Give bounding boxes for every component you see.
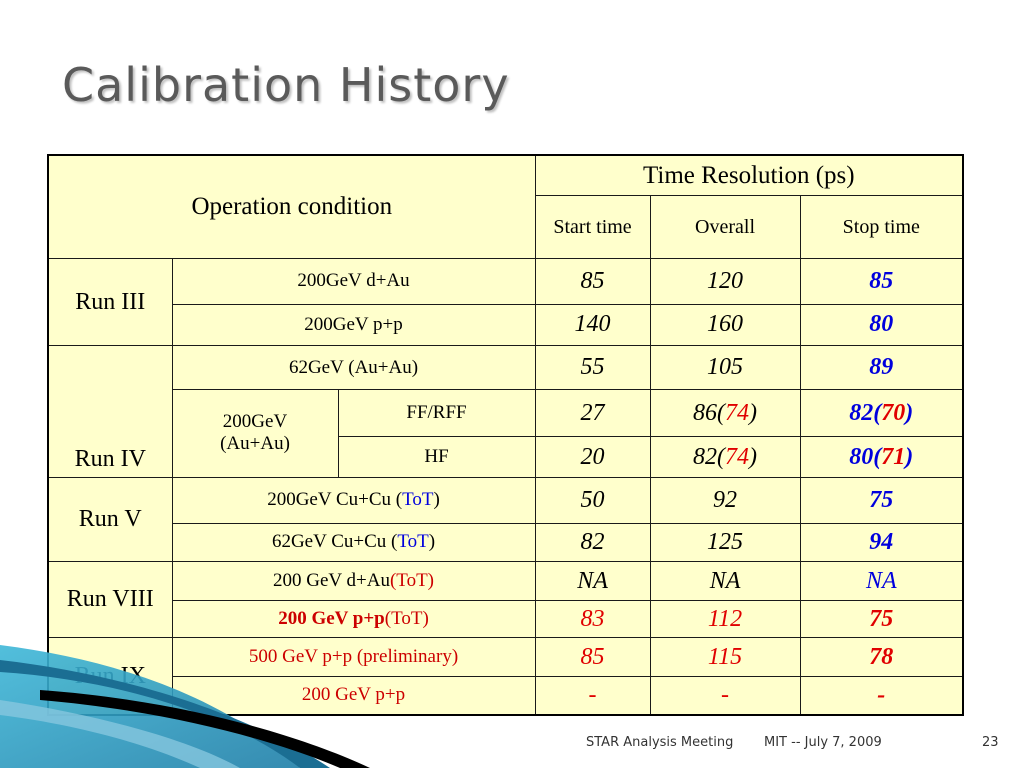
stop-paren-value: 70: [881, 399, 906, 426]
stop-time-cell: -: [799, 675, 964, 716]
condition-text: 200GeV Cu+Cu (: [267, 489, 403, 511]
footer-meeting: STAR Analysis Meeting: [586, 735, 734, 750]
tot-label: ToT: [397, 531, 429, 553]
stop-time-cell: 75: [799, 599, 964, 639]
stop-time-cell: 85: [799, 257, 964, 305]
header-stop-time: Stop time: [799, 195, 964, 259]
condition-cell: 200 GeV p+p(ToT): [171, 599, 536, 639]
run-label: Run IX: [47, 637, 173, 716]
stop-time-cell: 80: [799, 303, 964, 347]
condition-group-cell: 200GeV (Au+Au): [171, 388, 339, 479]
condition-cell: FF/RFF: [337, 388, 536, 438]
run-label: Run VIII: [47, 561, 173, 639]
start-time-cell: 85: [534, 637, 651, 677]
overall-cell: 160: [649, 303, 801, 347]
overall-cell: NA: [649, 561, 801, 601]
header-time-resolution: Time Resolution (ps): [534, 154, 964, 197]
footer-date: MIT -- July 7, 2009: [764, 735, 882, 750]
condition-close: ): [433, 489, 440, 511]
overall-cell: 112: [649, 599, 801, 639]
stop-value: 82: [849, 399, 874, 426]
calibration-table: Operation condition Time Resolution (ps)…: [47, 154, 965, 716]
tot-label: ToT: [402, 489, 434, 511]
condition-cell: 200 GeV d+Au(ToT): [171, 561, 536, 601]
run-label: Run V: [47, 477, 173, 563]
overall-cell: 115: [649, 637, 801, 677]
header-operation-condition: Operation condition: [47, 154, 536, 259]
stop-paren-value: 71: [881, 443, 906, 470]
start-time-cell: 85: [534, 257, 651, 305]
stop-value: 80: [849, 443, 874, 470]
overall-cell: -: [649, 675, 801, 716]
condition-text: 200 GeV d+Au: [273, 570, 390, 592]
slide-title: Calibration History: [62, 58, 510, 112]
condition-cell: 200 GeV p+p: [171, 675, 536, 716]
condition-cell: 62GeV Cu+Cu (ToT): [171, 522, 536, 563]
condition-text: 62GeV Cu+Cu (: [271, 531, 398, 553]
run-label: Run IV: [47, 345, 173, 479]
start-time-cell: 83: [534, 599, 651, 639]
stop-time-cell: NA: [799, 561, 964, 601]
overall-value: 82: [693, 443, 718, 470]
condition-cell: HF: [337, 436, 536, 479]
condition-cell: 200GeV Cu+Cu (ToT): [171, 477, 536, 524]
overall-cell: 120: [649, 257, 801, 305]
condition-close: ): [428, 531, 436, 553]
start-time-cell: -: [534, 675, 651, 716]
start-time-cell: 27: [534, 388, 651, 438]
page-number: 23: [982, 735, 999, 750]
condition-text: 200 GeV p+p: [278, 608, 385, 630]
stop-time-cell: 78: [799, 637, 964, 677]
stop-time-cell: 89: [799, 345, 964, 390]
tot-label: (ToT): [384, 608, 429, 630]
overall-cell: 82(74): [649, 436, 801, 479]
overall-cell: 86(74): [649, 388, 801, 438]
start-time-cell: 20: [534, 436, 651, 479]
start-time-cell: 82: [534, 522, 651, 563]
overall-paren-value: 74: [725, 443, 750, 470]
overall-value: 86: [693, 399, 718, 426]
header-overall: Overall: [649, 195, 801, 259]
start-time-cell: NA: [534, 561, 651, 601]
run-label: Run III: [47, 257, 173, 347]
stop-time-cell: 75: [799, 477, 964, 524]
overall-paren-value: 74: [725, 399, 750, 426]
start-time-cell: 55: [534, 345, 651, 390]
overall-cell: 105: [649, 345, 801, 390]
condition-cell: 500 GeV p+p (preliminary): [171, 637, 536, 677]
header-start-time: Start time: [534, 195, 651, 259]
condition-cell: 200GeV p+p: [171, 303, 536, 347]
stop-time-cell: 82(70): [799, 388, 964, 438]
overall-cell: 92: [649, 477, 801, 524]
tot-label: (ToT): [389, 570, 435, 592]
start-time-cell: 50: [534, 477, 651, 524]
stop-time-cell: 94: [799, 522, 964, 563]
overall-cell: 125: [649, 522, 801, 563]
start-time-cell: 140: [534, 303, 651, 347]
condition-cell: 62GeV (Au+Au): [171, 345, 536, 390]
condition-cell: 200GeV d+Au: [171, 257, 536, 305]
stop-time-cell: 80(71): [799, 436, 964, 479]
